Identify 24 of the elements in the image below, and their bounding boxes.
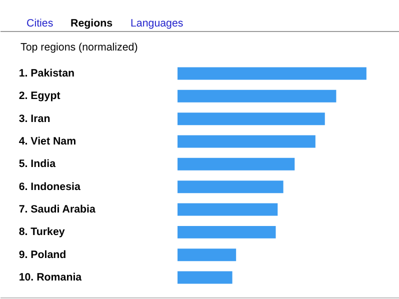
y-tick-label: 1. Pakistan: [18, 67, 75, 80]
bar: [178, 271, 232, 284]
bar: [178, 67, 366, 80]
bar: [178, 203, 278, 216]
y-tick-label: 8. Turkey: [18, 226, 65, 238]
bar: [178, 180, 284, 194]
y-tick-label: 4. Viet Nam: [18, 136, 76, 148]
y-tick-label: 2. Egypt: [18, 90, 61, 102]
bar: [178, 158, 295, 170]
bar: [178, 135, 316, 148]
bar: [178, 248, 236, 262]
text: Cities: [26, 18, 54, 30]
y-tick-label: 10. Romania: [18, 272, 82, 284]
y-tick-label: 5. India: [18, 158, 56, 170]
y-tick-label: 6. Indonesia: [18, 180, 80, 193]
y-tick-label: 7. Saudi Arabia: [18, 204, 96, 216]
bar: [178, 112, 325, 126]
bar: [178, 90, 336, 102]
text: Languages: [130, 18, 184, 30]
text: Top regions (normalized): [20, 42, 138, 54]
y-tick-label: 3. Iran: [18, 112, 50, 125]
y-tick-label: 9. Poland: [18, 248, 66, 261]
text: Regions: [70, 18, 113, 30]
bar: [178, 226, 276, 238]
